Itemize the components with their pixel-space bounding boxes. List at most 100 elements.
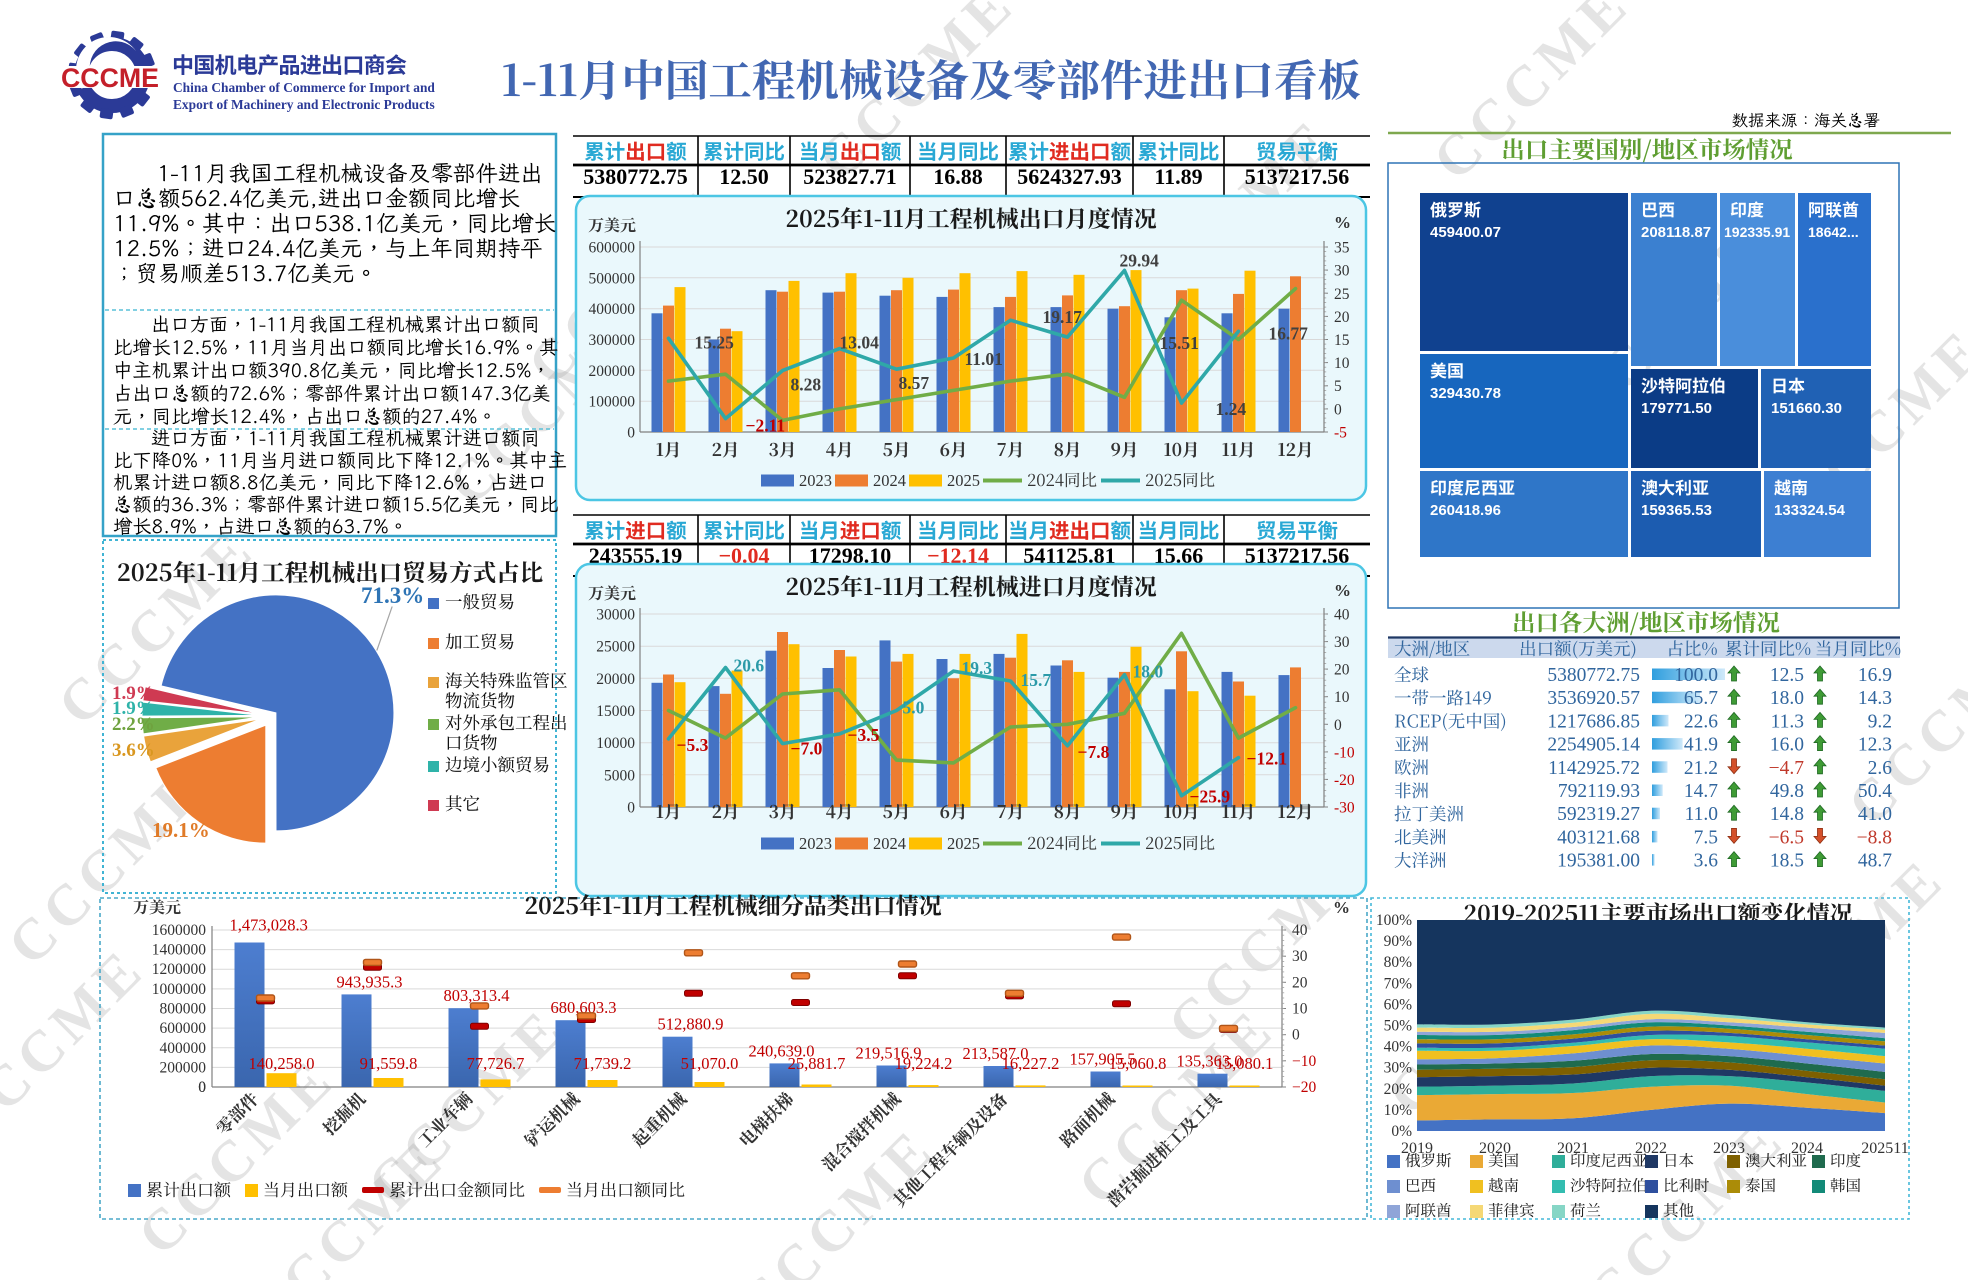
svg-text:20000: 20000	[596, 671, 635, 688]
svg-text:680,603.3: 680,603.3	[551, 998, 617, 1017]
svg-text:−5.3: −5.3	[677, 735, 709, 755]
svg-text:−20: −20	[1292, 1079, 1316, 1096]
svg-text:70%: 70%	[1384, 975, 1413, 992]
svg-text:29.94: 29.94	[1120, 250, 1160, 270]
svg-text:41.9: 41.9	[1684, 735, 1718, 756]
svg-text:%: %	[1334, 213, 1351, 232]
svg-text:40: 40	[1292, 922, 1308, 939]
svg-text:18.0: 18.0	[1770, 688, 1804, 709]
svg-text:1200000: 1200000	[152, 961, 207, 978]
svg-text:135,363.0: 135,363.0	[1177, 1052, 1243, 1071]
svg-text:−7.0: −7.0	[791, 739, 823, 759]
svg-text:2024: 2024	[1791, 1140, 1823, 1157]
svg-text:90%: 90%	[1384, 933, 1413, 950]
svg-text:16.77: 16.77	[1269, 323, 1309, 343]
svg-text:19.3: 19.3	[962, 658, 993, 678]
svg-text:20: 20	[1334, 662, 1350, 679]
svg-text:1142925.72: 1142925.72	[1548, 758, 1640, 779]
svg-text:2.2%: 2.2%	[112, 714, 155, 735]
svg-text:459400.07: 459400.07	[1430, 224, 1501, 241]
svg-text:10: 10	[1292, 1001, 1308, 1018]
svg-text:0: 0	[1292, 1027, 1300, 1044]
svg-text:18.5: 18.5	[1770, 851, 1804, 872]
svg-text:2025: 2025	[947, 471, 980, 490]
svg-text:5137217.56: 5137217.56	[1245, 164, 1350, 189]
svg-text:2254905.14: 2254905.14	[1547, 735, 1640, 756]
svg-text:1000000: 1000000	[152, 981, 207, 998]
svg-text:2022: 2022	[1635, 1140, 1667, 1157]
svg-text:−12.1: −12.1	[1247, 749, 1288, 769]
svg-text:151660.30: 151660.30	[1771, 400, 1842, 417]
svg-text:12.50: 12.50	[719, 164, 769, 189]
svg-text:11.0: 11.0	[1685, 804, 1718, 825]
svg-text:600000: 600000	[589, 240, 636, 257]
svg-text:40: 40	[1334, 607, 1350, 624]
svg-text:0: 0	[1334, 401, 1342, 418]
svg-text:50.4: 50.4	[1858, 781, 1892, 802]
svg-text:−6.5: −6.5	[1769, 827, 1804, 848]
svg-text:65.7: 65.7	[1684, 688, 1718, 709]
svg-text:16,227.2: 16,227.2	[1002, 1054, 1060, 1073]
svg-text:71.3%: 71.3%	[361, 583, 424, 608]
svg-text:80%: 80%	[1384, 954, 1413, 971]
svg-text:11.89: 11.89	[1154, 164, 1202, 189]
svg-text:202511: 202511	[1861, 1140, 1908, 1157]
svg-text:25: 25	[1334, 286, 1350, 303]
svg-text:40%: 40%	[1384, 1039, 1413, 1056]
svg-text:5380772.75: 5380772.75	[1547, 665, 1640, 686]
svg-text:−10: −10	[1292, 1053, 1316, 1070]
svg-text:48.7: 48.7	[1858, 851, 1892, 872]
svg-text:100000: 100000	[589, 394, 636, 411]
svg-text:240,639.0: 240,639.0	[749, 1041, 815, 1060]
svg-text:0: 0	[627, 425, 635, 442]
svg-text:8.28: 8.28	[791, 375, 822, 395]
svg-text:195381.00: 195381.00	[1557, 851, 1640, 872]
svg-text:403121.68: 403121.68	[1557, 827, 1640, 848]
svg-text:1,473,028.3: 1,473,028.3	[230, 916, 308, 935]
svg-text:1600000: 1600000	[152, 922, 207, 939]
svg-text:400000: 400000	[160, 1040, 207, 1057]
svg-text:2025: 2025	[947, 834, 980, 853]
svg-text:159365.53: 159365.53	[1641, 502, 1712, 519]
svg-text:25,881.7: 25,881.7	[788, 1054, 846, 1073]
svg-text:8.57: 8.57	[899, 373, 930, 393]
svg-text:1217686.85: 1217686.85	[1547, 711, 1640, 732]
svg-text:157,905.5: 157,905.5	[1070, 1050, 1136, 1069]
svg-text:−3.5: −3.5	[848, 725, 880, 745]
svg-text:China Chamber of Commerce for: China Chamber of Commerce for Import and	[173, 80, 435, 95]
svg-text:5000: 5000	[604, 767, 635, 784]
svg-text:12.5: 12.5	[1770, 665, 1804, 686]
svg-text:-10: -10	[1334, 744, 1355, 761]
svg-text:20: 20	[1334, 309, 1350, 326]
svg-text:20: 20	[1292, 974, 1308, 991]
svg-text:1.9%: 1.9%	[112, 698, 155, 719]
svg-text:208118.87: 208118.87	[1641, 224, 1711, 241]
svg-text:200000: 200000	[160, 1059, 207, 1076]
svg-text:18.0: 18.0	[1133, 662, 1164, 682]
svg-text:49.8: 49.8	[1770, 781, 1804, 802]
svg-text:2024: 2024	[873, 834, 906, 853]
svg-text:0: 0	[198, 1079, 206, 1096]
svg-text:1400000: 1400000	[152, 942, 207, 959]
svg-text:60%: 60%	[1384, 996, 1413, 1013]
svg-text:0%: 0%	[1391, 1123, 1412, 1140]
svg-text:5624327.93: 5624327.93	[1017, 164, 1122, 189]
svg-text:943,935.3: 943,935.3	[337, 972, 403, 991]
svg-text:41.0: 41.0	[1858, 804, 1892, 825]
svg-text:592319.27: 592319.27	[1557, 804, 1640, 825]
svg-text:30: 30	[1292, 948, 1308, 965]
svg-text:15.51: 15.51	[1160, 333, 1199, 353]
svg-text:2.6: 2.6	[1868, 758, 1893, 779]
svg-text:300000: 300000	[589, 332, 636, 349]
svg-text:-5: -5	[1334, 425, 1347, 442]
svg-text:213,587.0: 213,587.0	[963, 1044, 1029, 1063]
svg-text:600000: 600000	[160, 1020, 207, 1037]
svg-text:%: %	[1333, 898, 1350, 917]
svg-text:2023: 2023	[799, 834, 832, 853]
svg-text:10%: 10%	[1384, 1102, 1413, 1119]
svg-text:15000: 15000	[596, 703, 635, 720]
svg-text:−2.11: −2.11	[746, 416, 786, 436]
svg-text:2023: 2023	[1713, 1140, 1745, 1157]
svg-text:0: 0	[1334, 717, 1342, 734]
svg-text:1.9%: 1.9%	[112, 683, 155, 704]
